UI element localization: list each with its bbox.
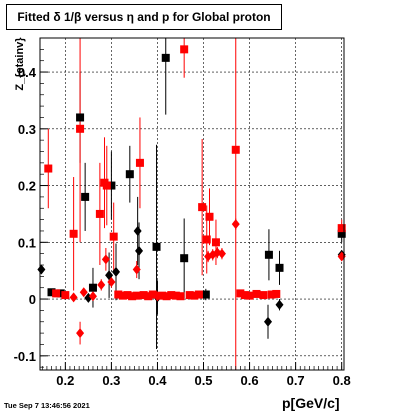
data-point-square [158, 291, 167, 300]
data-point-square [267, 290, 276, 299]
data-point-square [194, 290, 203, 299]
data-point-square [205, 212, 214, 221]
data-markers [37, 45, 346, 339]
plot-frame [39, 37, 345, 371]
data-point-square [56, 289, 65, 298]
data-point-square [102, 181, 111, 190]
y-tick-label: -0.1 [14, 349, 36, 364]
data-point-diamond [112, 266, 120, 277]
data-point-square [148, 290, 157, 299]
data-point-square [76, 124, 85, 133]
data-point-square [259, 291, 268, 300]
data-point-square [337, 224, 346, 233]
data-point-square [88, 283, 97, 292]
data-point-diamond [37, 264, 46, 275]
data-point-diamond [231, 219, 240, 230]
data-point-square [176, 292, 185, 301]
data-point-square [161, 53, 170, 62]
data-point-diamond [275, 299, 284, 310]
data-point-square [201, 290, 210, 299]
data-point-square [264, 250, 273, 259]
data-point-square [185, 291, 194, 300]
data-point-diamond [217, 248, 226, 259]
timestamp: Tue Sep 7 13:46:56 2021 [4, 401, 90, 410]
data-point-square [190, 291, 199, 300]
data-point-square [47, 288, 56, 297]
data-point-square [132, 291, 141, 300]
chart-title: Fitted δ 1/β versus η and p for Global p… [6, 4, 282, 30]
data-point-square [128, 292, 137, 301]
error-bars [40, 38, 343, 370]
y-tick-label: 0.2 [18, 179, 36, 194]
data-point-square [272, 289, 281, 298]
y-tick-label: 0.1 [18, 235, 36, 250]
data-point-square [52, 289, 61, 298]
data-point-square [180, 254, 189, 263]
data-point-diamond [79, 287, 88, 298]
data-point-square [252, 289, 261, 298]
x-axis-title: p[GeV/c] [282, 395, 340, 411]
data-point-square [139, 291, 148, 300]
data-point-diamond [101, 254, 110, 265]
data-point-square [125, 170, 134, 179]
data-point-diamond [153, 291, 162, 302]
data-point-square [152, 242, 161, 251]
data-point-diamond [76, 328, 85, 339]
data-point-square [240, 291, 249, 300]
data-point-square [81, 192, 90, 201]
data-point-diamond [135, 245, 144, 256]
data-point-square [180, 45, 189, 54]
data-point-diamond [264, 316, 272, 327]
y-axis-title: Z_{etainv} [14, 37, 26, 91]
data-point-square [144, 292, 153, 301]
data-point-square [44, 164, 53, 173]
data-point-diamond [88, 291, 97, 302]
y-tick-label: 0.3 [18, 122, 36, 137]
data-point-square [114, 290, 123, 299]
data-point-square [236, 289, 245, 298]
data-point-square [171, 291, 180, 300]
data-point-square [61, 291, 70, 300]
data-point-square [69, 229, 78, 238]
data-point-square [109, 232, 118, 241]
data-point-diamond [107, 277, 116, 288]
data-point-diamond [133, 225, 142, 236]
data-point-square [76, 113, 85, 122]
data-point-square [123, 291, 132, 300]
x-tick-label: 0.6 [241, 373, 259, 388]
y-tick-label: 0.4 [18, 65, 37, 80]
data-point-square [245, 291, 254, 300]
x-tick-label: 0.7 [287, 373, 305, 388]
x-tick-label: 0.3 [102, 373, 120, 388]
data-point-square [167, 291, 176, 300]
data-point-square [198, 203, 207, 212]
data-point-square [107, 181, 116, 190]
y-tick-label: 0 [29, 292, 36, 307]
data-point-diamond [132, 264, 141, 275]
data-point-diamond [69, 292, 78, 303]
data-point-square [337, 229, 346, 238]
data-point-square [202, 235, 211, 244]
x-tick-label: 0.4 [148, 373, 167, 388]
axis-ticks: 0.2 0.3 0.4 0.5 0.6 0.7 0.8 -0.1 0 0.1 0.2 0.3 0.4 [14, 49, 351, 388]
data-point-square [231, 145, 240, 154]
data-point-square [118, 291, 127, 300]
data-point-square [135, 158, 144, 167]
data-point-square [275, 263, 284, 272]
x-tick-label: 0.5 [194, 373, 212, 388]
data-point-diamond [97, 279, 106, 290]
x-tick-label: 0.8 [333, 373, 351, 388]
data-point-square [211, 238, 220, 247]
x-tick-label: 0.2 [56, 373, 74, 388]
data-point-square [95, 209, 104, 218]
data-point-square [162, 292, 171, 301]
